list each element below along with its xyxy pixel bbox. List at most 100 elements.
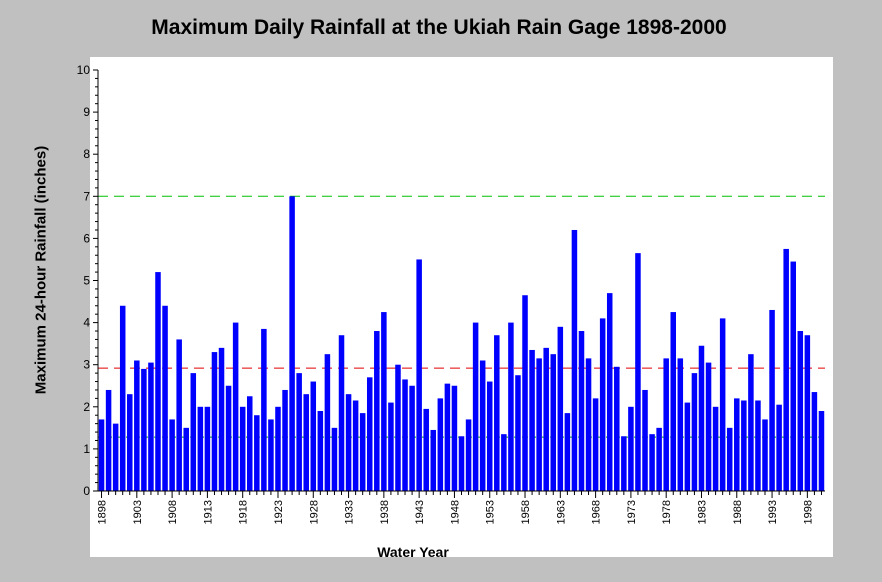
bar	[663, 358, 669, 491]
bar	[289, 196, 295, 492]
bar	[769, 309, 775, 491]
bar	[239, 406, 246, 491]
bar	[119, 305, 126, 491]
y-tick-label: 10	[77, 63, 91, 77]
bar	[366, 377, 373, 491]
bar	[211, 352, 218, 491]
bar	[197, 406, 204, 491]
x-tick-label: 1903	[132, 500, 144, 524]
bar	[522, 295, 528, 491]
bar	[656, 427, 662, 491]
x-tick-label: 1963	[555, 500, 567, 524]
bar	[317, 411, 324, 491]
bar	[571, 229, 578, 492]
bar	[748, 354, 754, 491]
x-tick-label: 1938	[379, 500, 391, 524]
bar	[402, 379, 408, 491]
bar	[783, 248, 789, 491]
bar	[112, 423, 119, 491]
bar	[684, 402, 691, 491]
x-tick-label: 1973	[626, 500, 638, 524]
bar	[261, 328, 267, 491]
bar	[726, 427, 733, 491]
bar	[331, 427, 338, 491]
x-tick-label: 1898	[97, 500, 109, 524]
bar	[515, 375, 521, 491]
bar	[204, 406, 211, 491]
bar	[649, 434, 655, 491]
bar	[691, 373, 698, 491]
bar	[628, 406, 634, 491]
bar	[543, 347, 549, 491]
bar	[578, 331, 585, 491]
bar	[303, 394, 309, 491]
bar	[762, 419, 768, 491]
bar	[183, 427, 189, 491]
bar	[755, 400, 761, 491]
bar	[105, 389, 112, 491]
bar	[155, 272, 161, 491]
bar	[621, 436, 627, 491]
bar	[247, 396, 253, 491]
bar	[232, 322, 239, 491]
bar	[374, 331, 380, 491]
x-tick-label: 1993	[767, 500, 779, 524]
bar	[127, 394, 133, 491]
x-tick-label: 1928	[308, 500, 320, 524]
bar	[423, 408, 429, 491]
bar	[698, 345, 705, 491]
bar	[162, 305, 168, 491]
bar	[268, 419, 274, 491]
bar	[148, 362, 154, 491]
x-tick-label: 1943	[414, 500, 426, 524]
bar	[296, 373, 302, 491]
bar	[416, 259, 422, 491]
bar	[359, 413, 366, 491]
bar	[352, 400, 359, 491]
bar	[614, 366, 620, 491]
bar	[444, 383, 451, 491]
x-tick-label: 1923	[273, 500, 285, 524]
y-tick-label: 5	[83, 274, 90, 288]
bar	[437, 398, 444, 491]
bar	[479, 360, 486, 491]
bar	[592, 398, 599, 491]
bars	[98, 196, 825, 492]
bar	[712, 406, 719, 491]
axes: 0 1 2 3 4 5 6 7 8 9 10 1898 1903 1908 1913 1918 1923 1928…	[77, 63, 825, 524]
bar	[190, 373, 197, 491]
y-axis-label: Maximum 24-hour Rainfall (inches)	[32, 145, 50, 395]
bar	[169, 419, 175, 491]
y-tick-label: 4	[83, 316, 90, 330]
x-tick-label: 1978	[661, 500, 673, 524]
bar	[310, 381, 317, 491]
bar	[719, 318, 726, 491]
bar	[536, 358, 542, 491]
bar	[141, 368, 147, 491]
bar	[585, 358, 592, 491]
y-tick-label: 7	[83, 189, 90, 203]
bar	[811, 392, 818, 491]
bar	[804, 335, 811, 491]
x-tick-label: 1953	[485, 500, 497, 524]
bar	[599, 318, 606, 491]
bar	[324, 354, 331, 491]
bar	[642, 389, 648, 491]
bar	[529, 349, 535, 491]
x-tick-label: 1998	[802, 500, 814, 524]
y-tick-label: 1	[83, 442, 90, 456]
bar	[388, 402, 394, 491]
x-tick-label: 1913	[202, 500, 214, 524]
x-axis-label: Water Year	[377, 544, 449, 560]
bar	[705, 362, 712, 491]
bar	[797, 331, 804, 491]
bar	[225, 385, 232, 491]
bar	[218, 347, 225, 491]
bar	[430, 429, 437, 491]
bar	[550, 354, 557, 491]
x-tick-label: 1988	[732, 500, 744, 524]
bar	[677, 358, 684, 491]
y-tick-label: 9	[83, 105, 90, 119]
bar	[734, 398, 740, 491]
y-tick-label: 6	[83, 231, 90, 245]
